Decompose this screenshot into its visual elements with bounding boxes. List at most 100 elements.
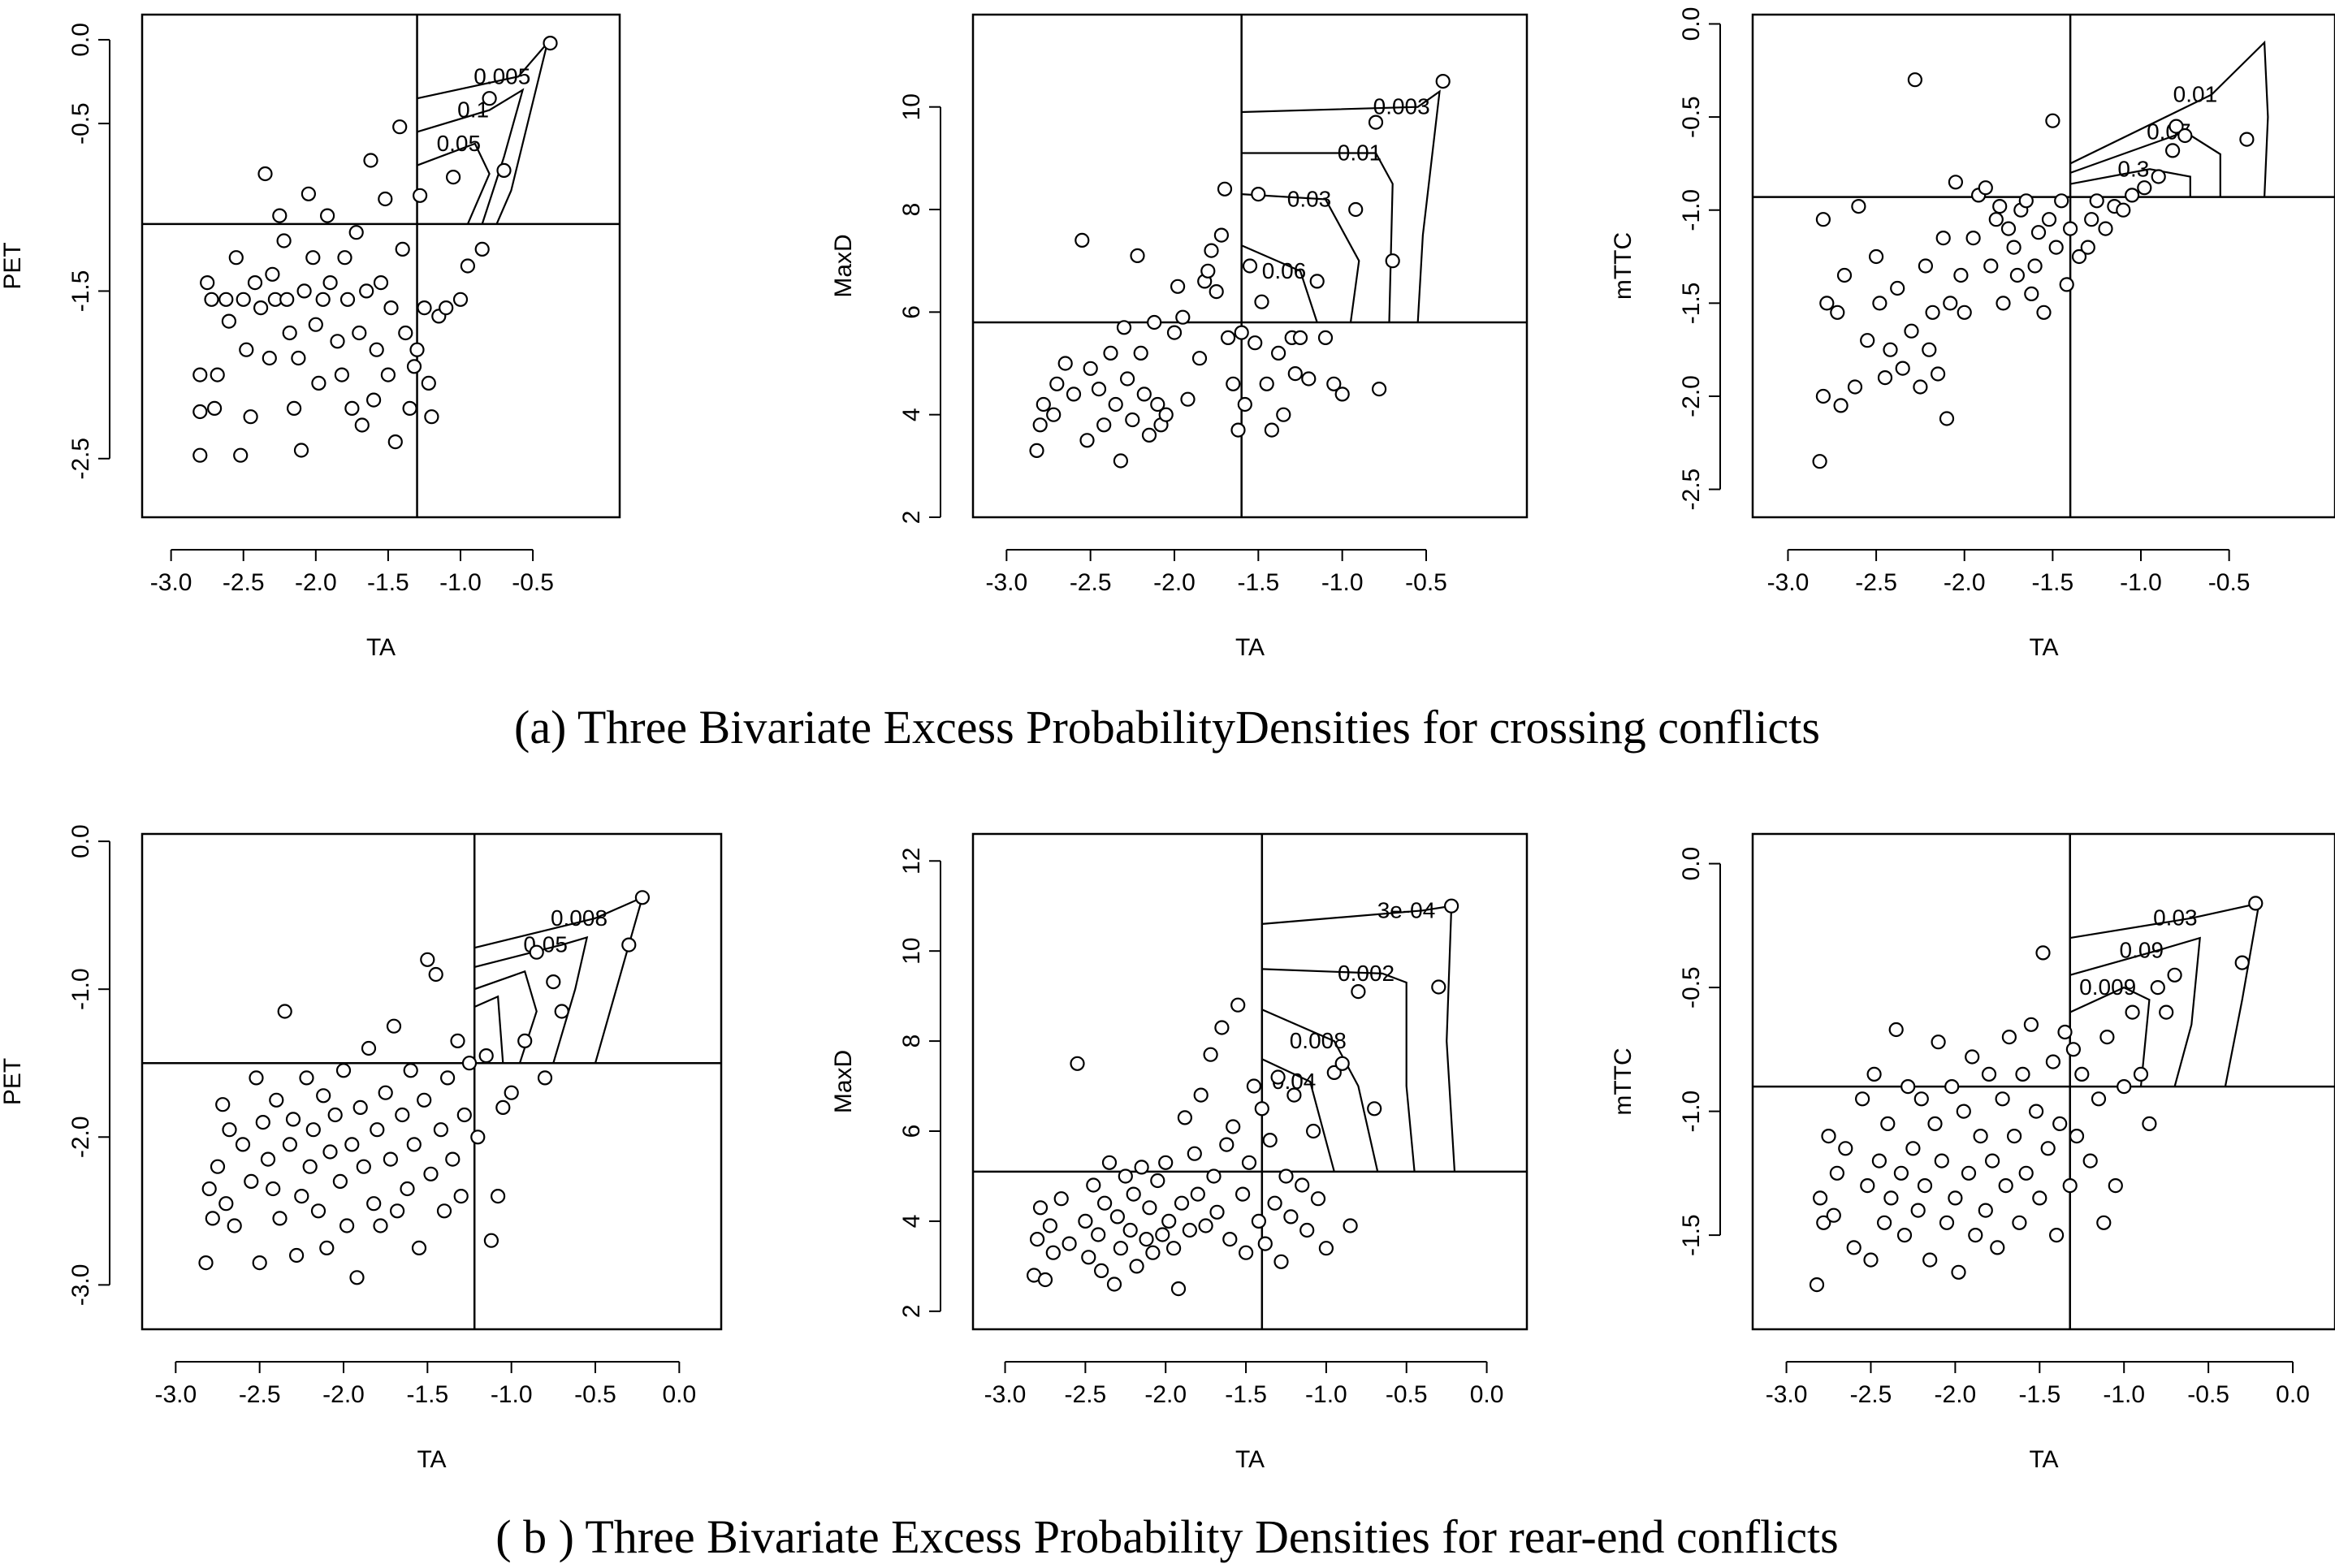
- scatter-point: [363, 153, 378, 168]
- scatter-point: [2167, 967, 2182, 983]
- scatter-point: [1155, 1227, 1170, 1242]
- scatter-point: [1965, 231, 1981, 246]
- scatter-point: [1130, 248, 1145, 263]
- scatter-point: [2096, 1215, 2112, 1230]
- scatter-point: [1847, 379, 1863, 395]
- scatter-point: [316, 1088, 331, 1104]
- scatter-point: [1905, 1141, 1921, 1156]
- scatter-point: [1913, 379, 1928, 395]
- scatter-point: [1262, 1132, 1278, 1148]
- scatter-point: [370, 1122, 385, 1138]
- scatter-point: [289, 1247, 305, 1263]
- scatter-point: [1118, 1168, 1133, 1184]
- x-tick-label: -2.5: [1855, 569, 1897, 596]
- scatter-point: [1435, 73, 1451, 89]
- x-tick-label: -2.5: [1065, 1381, 1107, 1408]
- scatter-point: [2009, 267, 2025, 283]
- scatter-point: [1863, 1252, 1879, 1268]
- density-contour-line: [1241, 152, 1394, 323]
- scatter-point: [339, 1218, 355, 1233]
- scatter-point: [296, 283, 312, 299]
- x-tick-label: -1.0: [491, 1381, 533, 1408]
- scatter-point: [205, 1211, 220, 1226]
- scatter-point: [287, 400, 302, 416]
- scatter-point: [1973, 1128, 1988, 1144]
- scatter-point: [1292, 330, 1308, 345]
- scatter-point: [1431, 979, 1446, 995]
- scatter-point: [398, 325, 413, 341]
- scatter-point: [387, 434, 403, 450]
- y-tick-label: -1.5: [1678, 283, 1705, 325]
- y-axis-label: PET: [0, 1058, 26, 1105]
- scatter-point: [2054, 193, 2069, 209]
- y-tick-label: 4: [898, 408, 925, 421]
- y-tick-label: 6: [898, 305, 925, 319]
- scatter-point: [1334, 387, 1350, 402]
- scatter-point: [1998, 1177, 2013, 1194]
- scatter-point: [1318, 1241, 1334, 1256]
- x-axis-label: TA: [1235, 1446, 1265, 1473]
- scatter-point: [1070, 1056, 1085, 1071]
- y-tick-label: -2.5: [67, 438, 94, 480]
- x-tick-label: -2.5: [1850, 1381, 1892, 1408]
- scatter-point: [2001, 1029, 2017, 1045]
- scatter-point: [1913, 1091, 1929, 1107]
- scatter-point: [1109, 1209, 1126, 1225]
- scatter-point: [244, 1173, 259, 1190]
- scatter-point: [1165, 1241, 1182, 1256]
- scatter-point: [474, 241, 490, 257]
- scatter-point: [1286, 1087, 1302, 1103]
- scatter-point: [315, 292, 331, 307]
- scatter-point: [1150, 396, 1165, 413]
- contour-level-label: 0.009: [2079, 974, 2136, 1000]
- scatter-point: [344, 400, 360, 416]
- scatter-point: [1948, 1190, 1963, 1206]
- scatter-point: [366, 392, 382, 408]
- scatter-point: [1150, 1173, 1165, 1189]
- scatter-point: [1893, 1165, 1909, 1181]
- scatter-point: [1198, 1218, 1213, 1233]
- scatter-point: [2000, 221, 2017, 236]
- scatter-point: [1287, 366, 1303, 382]
- scatter-point: [1904, 323, 1919, 339]
- scatter-point: [1922, 342, 1937, 357]
- scatter-point: [255, 1114, 270, 1130]
- scatter-point: [1270, 1069, 1286, 1085]
- y-tick-label: -0.5: [67, 102, 94, 145]
- scatter-point: [1855, 1091, 1870, 1107]
- scatter-point: [1170, 279, 1186, 294]
- scatter-point: [2063, 221, 2078, 236]
- panel-b1-pet-vs-ta: -3.0 -2.5 -2.0 -1.5 -1.0 -0.5 0.0 TA -3.0 -2.0 -1.…: [0, 824, 723, 1473]
- scatter-point: [215, 1097, 231, 1112]
- scatter-point: [411, 1240, 427, 1256]
- y-tick-label: -0.5: [1678, 96, 1705, 138]
- scatter-point: [269, 1092, 284, 1108]
- scatter-point: [1985, 1153, 2000, 1168]
- scatter-point: [1166, 325, 1183, 340]
- scatter-point: [1872, 296, 1887, 311]
- density-contour-line: [2069, 131, 2221, 197]
- scatter-point: [2082, 1153, 2098, 1168]
- scatter-point: [1214, 1020, 1230, 1035]
- scatter-point: [308, 317, 323, 332]
- scatter-point: [294, 1188, 309, 1204]
- scatter-point: [373, 1218, 388, 1233]
- scatter-point: [2048, 240, 2064, 255]
- scatter-point: [1136, 387, 1152, 402]
- scatter-point: [272, 208, 288, 223]
- contour-level-label: 0.03: [2153, 905, 2198, 931]
- plot-frame: [971, 832, 1529, 1331]
- scatter-point: [1049, 376, 1065, 391]
- scatter-point: [1177, 1110, 1193, 1125]
- scatter-point: [233, 447, 249, 463]
- scatter-point: [1830, 305, 1845, 320]
- scatter-point: [1443, 898, 1459, 914]
- scatter-point: [1995, 1091, 2010, 1107]
- scatter-point: [2089, 193, 2104, 209]
- scatter-point: [192, 367, 208, 382]
- contour-level-label: 0.01: [2173, 82, 2218, 107]
- scatter-point: [1918, 258, 1933, 274]
- scatter-point: [228, 250, 244, 266]
- scatter-point: [1129, 1259, 1144, 1274]
- scatter-point: [2041, 212, 2057, 227]
